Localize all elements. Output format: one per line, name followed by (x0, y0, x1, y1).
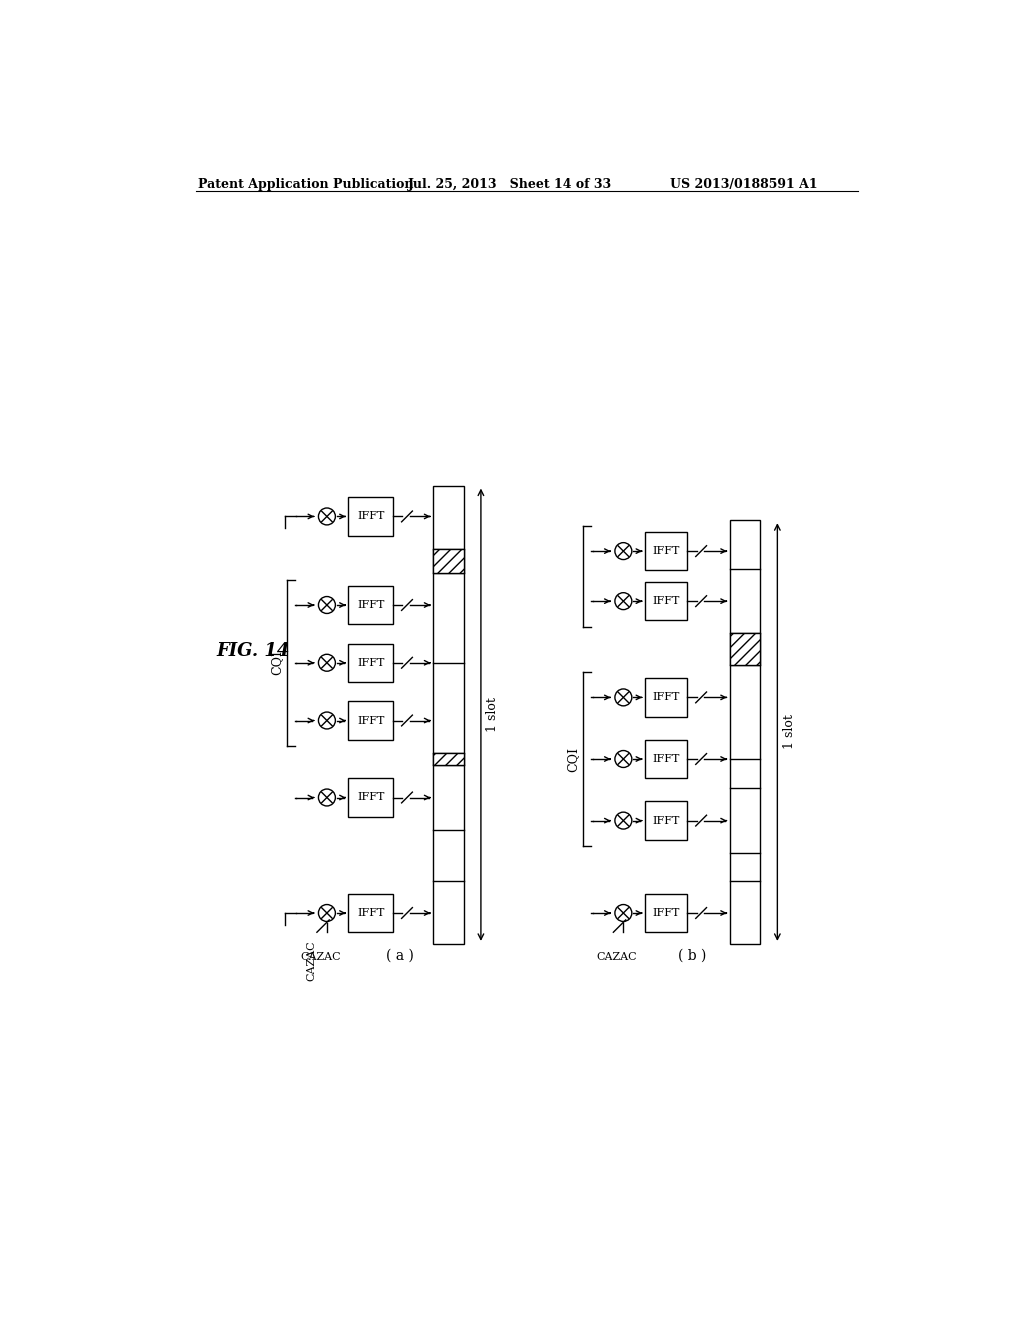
Bar (730, 634, 761, 665)
Text: FIG. 14: FIG. 14 (217, 643, 290, 660)
Bar (348, 498, 393, 536)
Bar (645, 532, 687, 570)
Text: US 2013/0188591 A1: US 2013/0188591 A1 (670, 178, 817, 190)
Text: CQI: CQI (566, 747, 580, 771)
Bar (645, 582, 687, 620)
Bar (348, 586, 393, 624)
Bar (433, 752, 464, 766)
Text: IFFT: IFFT (652, 546, 680, 556)
Text: IFFT: IFFT (357, 792, 384, 803)
Bar (348, 644, 393, 682)
Text: Patent Application Publication: Patent Application Publication (199, 178, 414, 190)
Bar (645, 678, 687, 717)
Text: IFFT: IFFT (652, 816, 680, 825)
Text: IFFT: IFFT (357, 908, 384, 917)
Bar (645, 801, 687, 840)
Text: 1 slot: 1 slot (782, 714, 796, 750)
Bar (348, 779, 393, 817)
Text: CAZAC: CAZAC (300, 952, 341, 961)
Text: IFFT: IFFT (357, 511, 384, 521)
Bar (348, 894, 393, 932)
Text: IFFT: IFFT (357, 601, 384, 610)
Text: ( a ): ( a ) (386, 948, 414, 962)
Bar (433, 486, 464, 944)
Text: CQI: CQI (270, 651, 283, 676)
Text: IFFT: IFFT (652, 754, 680, 764)
Text: IFFT: IFFT (652, 908, 680, 917)
Text: IFFT: IFFT (652, 597, 680, 606)
Text: IFFT: IFFT (357, 715, 384, 726)
Text: Jul. 25, 2013   Sheet 14 of 33: Jul. 25, 2013 Sheet 14 of 33 (408, 178, 612, 190)
Bar (433, 549, 464, 573)
Text: IFFT: IFFT (652, 693, 680, 702)
Text: 1 slot: 1 slot (486, 697, 500, 733)
Bar (645, 739, 687, 779)
Text: CAZAC: CAZAC (306, 940, 316, 981)
Text: CAZAC: CAZAC (596, 952, 637, 961)
Bar (645, 894, 687, 932)
Bar (348, 701, 393, 739)
Bar (730, 520, 761, 944)
Text: ( b ): ( b ) (679, 948, 707, 962)
Text: IFFT: IFFT (357, 657, 384, 668)
